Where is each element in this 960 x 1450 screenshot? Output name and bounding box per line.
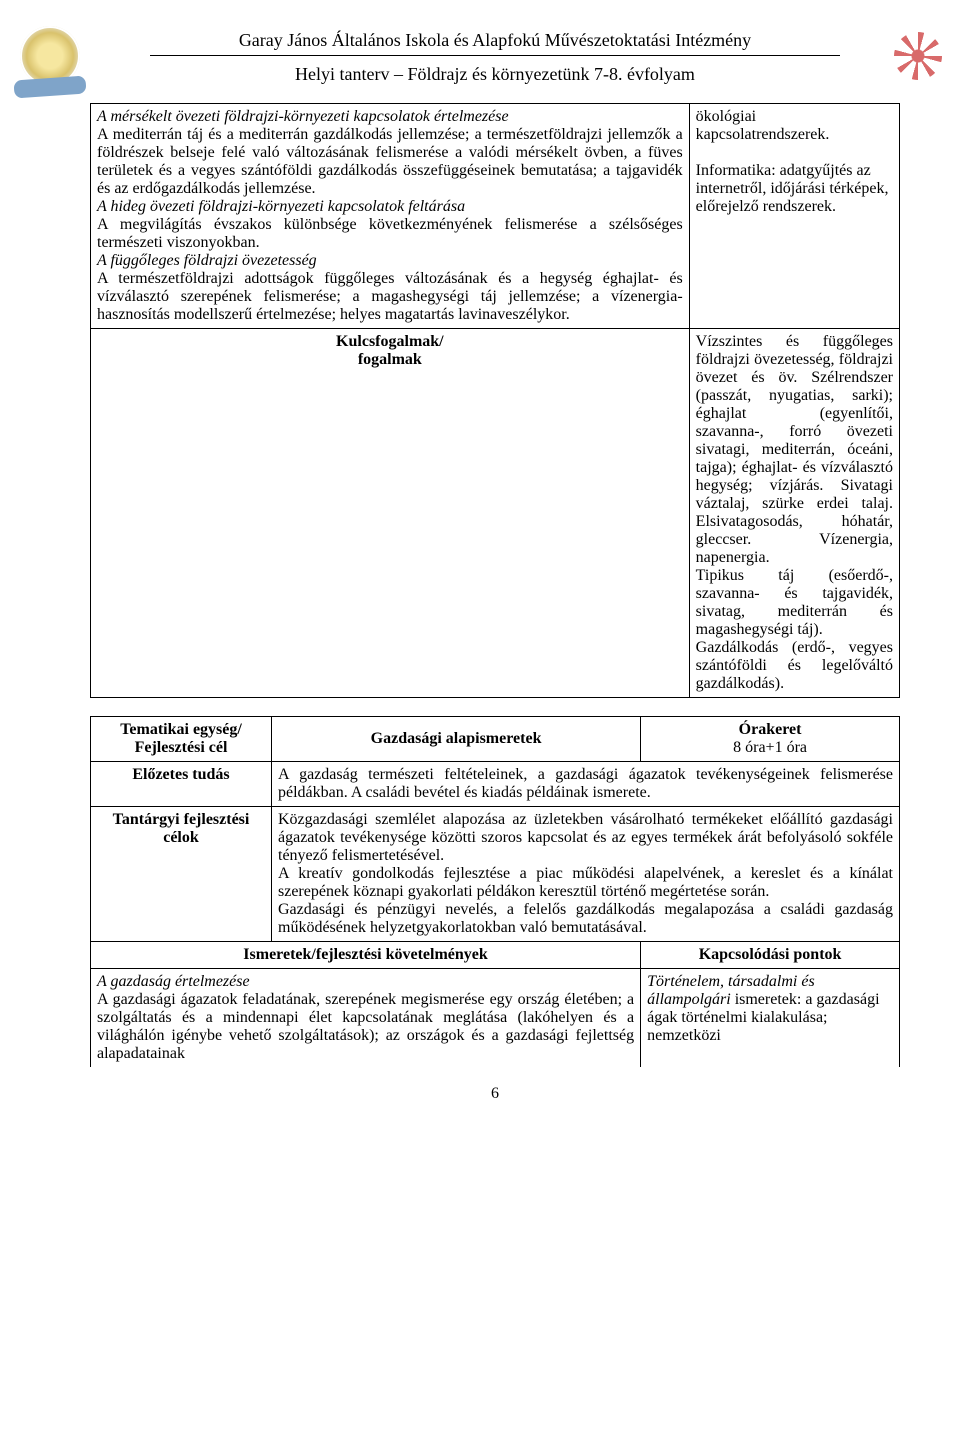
economy-body: A gazdasági ágazatok feladatának, szerep… xyxy=(97,991,634,1062)
header-rule xyxy=(150,55,840,56)
paragraph-body: A megvilágítás évszakos különbsége követ… xyxy=(97,216,683,251)
content-table-1: A mérsékelt övezeti földrajzi-környezeti… xyxy=(90,103,900,698)
page: Garay János Általános Iskola és Alapfokú… xyxy=(0,0,960,1450)
content-table-2: Tematikai egység/ Fejlesztési cél Gazdas… xyxy=(90,716,900,1067)
thematic-unit-label: Tematikai egység/ Fejlesztési cél xyxy=(91,717,272,762)
school-logo-left xyxy=(20,26,80,86)
table-row: Ismeretek/fejlesztési követelmények Kapc… xyxy=(91,942,900,969)
table-row: Tematikai egység/ Fejlesztési cél Gazdas… xyxy=(91,717,900,762)
prior-knowledge-label: Előzetes tudás xyxy=(91,762,272,807)
table-row: A gazdaság értelmezése A gazdasági ágaza… xyxy=(91,969,900,1068)
lesson-hours-label: Órakeret xyxy=(739,721,802,738)
key-concepts-content: Vízszintes és függőleges földrajzi öveze… xyxy=(689,329,899,698)
table-row: Előzetes tudás A gazdaság természeti fel… xyxy=(91,762,900,807)
economy-interpretation-content: A gazdaság értelmezése A gazdasági ágaza… xyxy=(91,969,641,1068)
related-subjects-content: ökológiai kapcsolatrendszerek. Informatik… xyxy=(689,104,899,329)
thematic-unit-title: Gazdasági alapismeretek xyxy=(272,717,641,762)
development-goals-label: Tantárgyi fejlesztési célok xyxy=(91,807,272,942)
lesson-hours-value: 8 óra+1 óra xyxy=(733,739,807,756)
table-row: A mérsékelt övezeti földrajzi-környezeti… xyxy=(91,104,900,329)
header-subtitle: Helyi tanterv – Földrajz és környezetünk… xyxy=(90,64,900,85)
requirements-header: Ismeretek/fejlesztési követelmények xyxy=(91,942,641,969)
page-header: Garay János Általános Iskola és Alapfokú… xyxy=(90,30,900,85)
paragraph-lead: A hideg övezeti földrajzi-környezeti kap… xyxy=(97,198,465,215)
prior-knowledge-content: A gazdaság természeti feltételeinek, a g… xyxy=(272,762,900,807)
paragraph-body: A mediterrán táj és a mediterrán gazdálk… xyxy=(97,126,683,197)
climate-zones-content: A mérsékelt övezeti földrajzi-környezeti… xyxy=(91,104,690,329)
paragraph-lead: A mérsékelt övezeti földrajzi-környezeti… xyxy=(97,108,509,125)
table-row: Tantárgyi fejlesztési célok Közgazdasági… xyxy=(91,807,900,942)
related-subject-line: ökológiai kapcsolatrendszerek. xyxy=(696,108,893,144)
development-goals-content: Közgazdasági szemlélet alapozása az üzle… xyxy=(272,807,900,942)
key-concepts-label: Kulcsfogalmak/ fogalmak xyxy=(91,329,690,698)
emblem-logo-right xyxy=(894,32,942,80)
paragraph-body: A természetföldrajzi adottságok függőleg… xyxy=(97,270,683,323)
connections-header: Kapcsolódási pontok xyxy=(641,942,900,969)
economy-connections-content: Történelem, társadalmi és állampolgári i… xyxy=(641,969,900,1068)
table-row: Kulcsfogalmak/ fogalmak Vízszintes és fü… xyxy=(91,329,900,698)
related-subject-line: Informatika: adatgyűjtés az internetről,… xyxy=(696,162,893,216)
header-title: Garay János Általános Iskola és Alapfokú… xyxy=(90,30,900,51)
page-number: 6 xyxy=(90,1085,900,1103)
economy-lead: A gazdaság értelmezése xyxy=(97,973,250,990)
paragraph-lead: A függőleges földrajzi övezetesség xyxy=(97,252,317,269)
lesson-hours: Órakeret 8 óra+1 óra xyxy=(641,717,900,762)
